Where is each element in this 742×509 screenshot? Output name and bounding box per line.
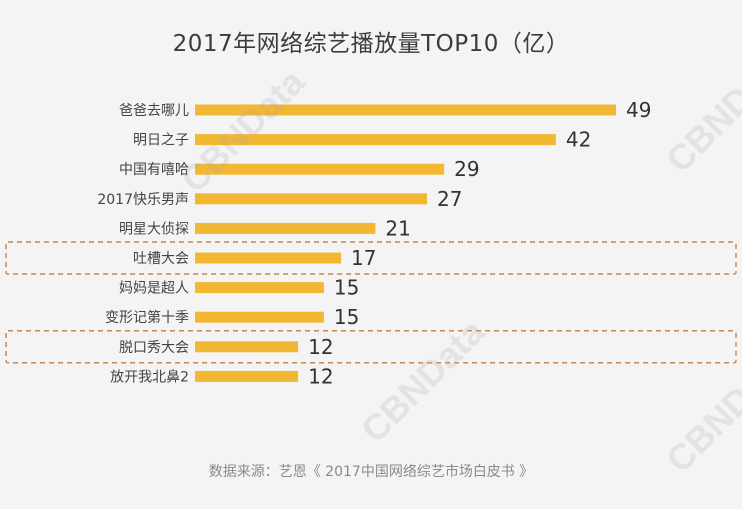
category-label: 吐槽大会 bbox=[133, 251, 189, 267]
value-label: 27 bbox=[437, 187, 462, 211]
value-label: 15 bbox=[334, 276, 359, 300]
highlight-box bbox=[5, 241, 737, 275]
value-label: 12 bbox=[308, 364, 333, 388]
category-label: 放开我北鼻2 bbox=[110, 368, 189, 385]
bar bbox=[195, 282, 324, 294]
highlight-box bbox=[5, 330, 737, 364]
category-label: 明日之子 bbox=[133, 133, 189, 149]
bar bbox=[195, 104, 616, 116]
bar bbox=[195, 252, 342, 264]
category-label: 明星大侦探 bbox=[119, 221, 189, 237]
value-label: 17 bbox=[351, 246, 376, 270]
category-label: 爸爸去哪儿 bbox=[119, 103, 189, 119]
bar bbox=[195, 163, 445, 175]
value-label: 49 bbox=[626, 98, 651, 122]
category-label: 变形记第十季 bbox=[105, 309, 189, 326]
bar bbox=[195, 193, 427, 205]
category-label: 2017快乐男声 bbox=[97, 192, 189, 208]
category-label: 中国有嘻哈 bbox=[119, 162, 189, 178]
chart-title: 2017年网络综艺播放量TOP10（亿） bbox=[172, 31, 570, 57]
bar bbox=[195, 341, 299, 353]
value-label: 21 bbox=[385, 216, 410, 240]
value-label: 29 bbox=[454, 157, 479, 181]
source-note: 数据来源：艺恩《 2017中国网络综艺市场白皮书 》 bbox=[208, 464, 534, 480]
value-label: 12 bbox=[308, 335, 333, 359]
value-label: 42 bbox=[566, 128, 591, 152]
value-label: 15 bbox=[334, 305, 359, 329]
category-label: 妈妈是超人 bbox=[119, 281, 189, 297]
bar bbox=[195, 311, 324, 323]
bar bbox=[195, 222, 376, 234]
category-label: 脱口秀大会 bbox=[119, 340, 189, 356]
bar bbox=[195, 370, 299, 382]
bar bbox=[195, 134, 556, 146]
